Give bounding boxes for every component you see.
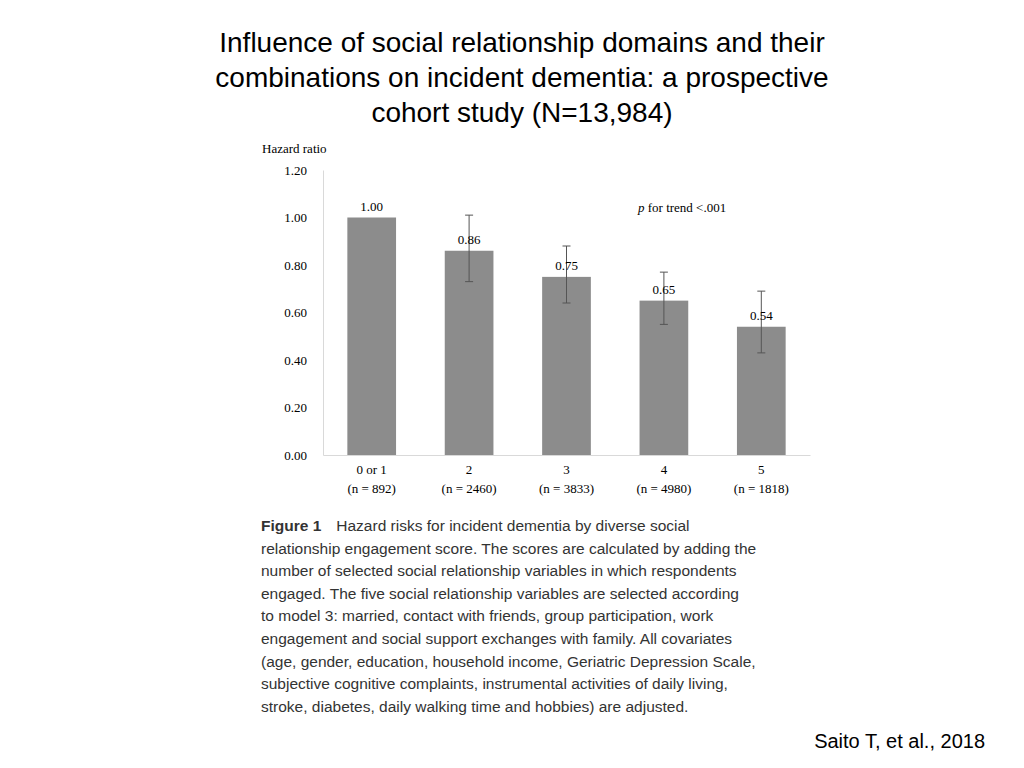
caption-line: subjective cognitive complaints, instrum… (261, 675, 728, 692)
x-tick: 4 (661, 455, 668, 477)
caption-line: engagement and social support exchanges … (261, 630, 732, 647)
error-bar-cap (660, 272, 668, 273)
y-tick-label: 1.00 (284, 210, 307, 225)
x-sublabel: (n = 4980) (636, 481, 691, 496)
error-bar-cap (757, 291, 765, 292)
x-sublabels: (n = 892) (n = 2460) (n = 3833) (n = 4980) (… (347, 481, 788, 496)
data-label: 1.00 (360, 199, 383, 214)
caption-line: (age, gender, education, household incom… (261, 653, 756, 670)
y-tick-label: 0.60 (284, 305, 307, 320)
x-sublabel: (n = 3833) (539, 481, 594, 496)
y-axis-title: Hazard ratio (262, 141, 327, 156)
x-tick: 3 (563, 455, 570, 477)
caption: Figure 1 Hazard risks for incident dement… (261, 517, 756, 715)
bars (347, 215, 785, 455)
error-bar (660, 272, 668, 324)
x-tick-label: 2 (466, 462, 473, 477)
x-tick-label: 4 (661, 462, 668, 477)
y-tick: 0.00 (284, 448, 323, 463)
figure-label: Figure 1 (261, 517, 322, 534)
error-bar-cap (465, 215, 473, 216)
x-sublabel: (n = 892) (347, 481, 396, 496)
x-tick-label: 5 (758, 462, 765, 477)
data-label: 0.75 (555, 258, 578, 273)
error-bar-stem (663, 272, 664, 324)
y-tick-label: 0.80 (284, 258, 307, 273)
caption-line: to model 3: married, contact with friend… (261, 607, 714, 624)
caption-line: number of selected social relationship v… (261, 562, 737, 579)
bar (347, 218, 396, 456)
x-tick-label: 0 or 1 (357, 462, 387, 477)
y-tick: 0.20 (284, 400, 323, 415)
y-tick-label: 1.20 (284, 163, 307, 178)
error-bar-stem (566, 246, 567, 303)
title-line: cohort study (N=13,984) (371, 97, 672, 128)
caption-line: stroke, diabetes, daily walking time and… (261, 698, 688, 715)
y-tick: 0.40 (284, 353, 323, 368)
y-tick: 0.60 (284, 305, 323, 320)
source: Saito T, et al., 2018 (814, 730, 985, 752)
bar (542, 277, 591, 455)
y-axis: 0.00 0.20 0.40 0.60 0.80 1.00 1.20 (284, 163, 323, 463)
error-bar (465, 215, 473, 282)
error-bar-cap (563, 303, 571, 304)
title: Influence of social relationship domains… (215, 27, 828, 128)
error-bar-cap (660, 324, 668, 325)
x-axis-line (324, 455, 811, 456)
x-axis: 0 or 1 2 3 4 5 (324, 455, 811, 477)
data-label: 0.86 (458, 232, 481, 247)
error-bar (563, 246, 571, 303)
data-label: 0.65 (653, 282, 676, 297)
caption-line: engaged. The five social relationship va… (261, 585, 739, 602)
y-tick-label: 0.40 (284, 353, 307, 368)
error-bar-cap (757, 352, 765, 353)
caption-line: Hazard risks for incident dementia by di… (336, 517, 689, 534)
error-bar-stem (469, 215, 470, 282)
y-tick: 0.80 (284, 258, 323, 273)
chart: Influence of social relationship domains… (0, 0, 1024, 768)
error-bar-cap (563, 246, 571, 247)
x-tick: 5 (758, 455, 765, 477)
bar (445, 251, 494, 455)
data-label: 0.54 (750, 308, 773, 323)
y-axis-line (323, 171, 324, 456)
title-line: Influence of social relationship domains… (219, 27, 824, 58)
y-tick-label: 0.00 (284, 448, 307, 463)
data-labels: 1.00 0.86 0.75 0.65 0.54 (360, 199, 773, 323)
caption-line: relationship engagement score. The score… (261, 540, 756, 557)
x-sublabel: (n = 1818) (734, 481, 789, 496)
x-tick-label: 3 (563, 462, 570, 477)
title-line: combinations on incident dementia: a pro… (215, 62, 828, 93)
y-tick-label: 0.20 (284, 400, 307, 415)
error-bar-cap (465, 281, 473, 282)
y-tick: 1.20 (284, 163, 323, 178)
x-tick: 0 or 1 (357, 455, 387, 477)
x-tick: 2 (466, 455, 473, 477)
y-tick: 1.00 (284, 210, 323, 225)
annotation: p for trend <.001 (637, 200, 726, 215)
x-sublabel: (n = 2460) (442, 481, 497, 496)
